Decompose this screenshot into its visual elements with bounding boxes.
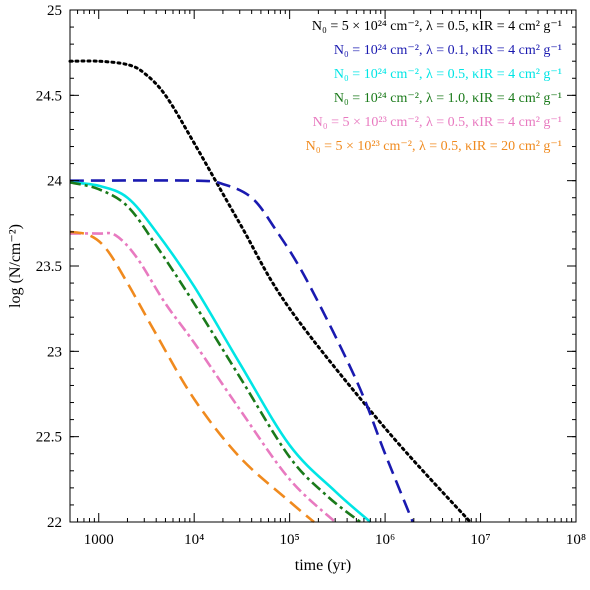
y-tick-label: 22 [47,515,62,531]
x-tick-label: 10⁷ [470,532,490,548]
y-tick-label: 24 [47,174,63,190]
series-line-4 [69,181,362,524]
series-line-2 [69,179,414,523]
y-tick-label: 22.5 [36,430,62,446]
legend-entry-5: N₀ = 5 × 10²³ cm⁻², λ = 0.5, κIR = 4 cm²… [313,115,562,130]
x-tick-label: 1000 [84,532,114,548]
series-line-5 [69,231,337,523]
y-tick-label: 23 [47,344,62,360]
series-line-3 [69,181,372,523]
legend-entry-1: N₀ = 5 × 10²⁴ cm⁻², λ = 0.5, κIR = 4 cm²… [312,19,562,34]
tick-layer: 1000 10⁴ 10⁵ 10⁶ 10⁷ 10⁸ 22 22.5 23 23.5 24 24.5 25 [36,3,586,548]
series-line-6 [69,230,315,523]
x-tick-label: 10⁵ [280,532,300,548]
y-tick-label: 25 [47,3,62,19]
legend: N₀ = 5 × 10²⁴ cm⁻², λ = 0.5, κIR = 4 cm²… [306,19,562,154]
x-tick-label: 10⁸ [566,532,586,548]
legend-entry-2: N₀ = 10²⁴ cm⁻², λ = 0.1, κIR = 4 cm² g⁻¹ [334,43,562,58]
series-layer [68,59,472,524]
legend-entry-4: N₀ = 10²⁴ cm⁻², λ = 1.0, κIR = 4 cm² g⁻¹ [334,91,562,106]
legend-entry-3: N₀ = 10²⁴ cm⁻², λ = 0.5, κIR = 4 cm² g⁻¹ [334,67,562,82]
x-axis-title: time (yr) [295,557,351,574]
y-tick-label: 24.5 [36,88,62,104]
y-axis-title: log (N/cm⁻²) [7,224,24,308]
legend-entry-6: N₀ = 5 × 10²³ cm⁻², λ = 0.5, κIR = 20 cm… [306,139,562,154]
x-tick-label: 10⁴ [184,532,204,548]
y-tick-label: 23.5 [36,259,62,275]
x-tick-label: 10⁶ [375,532,395,548]
